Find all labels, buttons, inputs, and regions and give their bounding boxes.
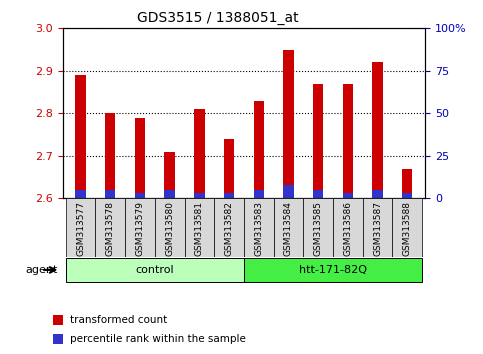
Bar bbox=[135, 193, 145, 198]
Text: GSM313584: GSM313584 bbox=[284, 201, 293, 256]
Bar bbox=[273, 198, 303, 257]
Bar bbox=[105, 113, 115, 198]
Bar bbox=[185, 198, 214, 257]
Bar bbox=[53, 315, 63, 325]
Text: GSM313579: GSM313579 bbox=[136, 201, 144, 256]
Text: agent: agent bbox=[26, 265, 58, 275]
Bar bbox=[53, 334, 63, 344]
Bar bbox=[244, 198, 273, 257]
Bar bbox=[402, 169, 412, 198]
Bar bbox=[66, 198, 96, 257]
Bar bbox=[194, 193, 205, 198]
Text: transformed count: transformed count bbox=[70, 315, 167, 325]
Bar bbox=[363, 198, 392, 257]
Bar bbox=[313, 84, 323, 198]
Text: percentile rank within the sample: percentile rank within the sample bbox=[70, 334, 245, 344]
Bar bbox=[402, 193, 412, 198]
Text: GSM313581: GSM313581 bbox=[195, 201, 204, 256]
Bar bbox=[135, 118, 145, 198]
Text: GDS3515 / 1388051_at: GDS3515 / 1388051_at bbox=[137, 11, 298, 25]
Bar bbox=[244, 258, 422, 282]
Text: GSM313578: GSM313578 bbox=[106, 201, 115, 256]
Bar bbox=[283, 185, 294, 198]
Text: GSM313582: GSM313582 bbox=[225, 201, 234, 256]
Text: GSM313577: GSM313577 bbox=[76, 201, 85, 256]
Text: GSM313587: GSM313587 bbox=[373, 201, 382, 256]
Text: GSM313580: GSM313580 bbox=[165, 201, 174, 256]
Bar bbox=[254, 101, 264, 198]
Bar bbox=[105, 190, 115, 198]
Bar bbox=[66, 258, 244, 282]
Bar bbox=[372, 190, 383, 198]
Bar bbox=[75, 75, 86, 198]
Bar bbox=[224, 139, 234, 198]
Bar bbox=[96, 198, 125, 257]
Bar bbox=[214, 198, 244, 257]
Bar bbox=[283, 50, 294, 198]
Bar bbox=[254, 190, 264, 198]
Text: GSM313586: GSM313586 bbox=[343, 201, 352, 256]
Bar bbox=[313, 190, 323, 198]
Bar bbox=[333, 198, 363, 257]
Bar bbox=[392, 198, 422, 257]
Text: GSM313588: GSM313588 bbox=[403, 201, 412, 256]
Text: control: control bbox=[136, 265, 174, 275]
Bar bbox=[194, 109, 205, 198]
Bar bbox=[165, 152, 175, 198]
Bar bbox=[125, 198, 155, 257]
Text: GSM313585: GSM313585 bbox=[313, 201, 323, 256]
Text: htt-171-82Q: htt-171-82Q bbox=[299, 265, 367, 275]
Bar bbox=[342, 193, 353, 198]
Bar bbox=[342, 84, 353, 198]
Bar bbox=[155, 198, 185, 257]
Bar bbox=[303, 198, 333, 257]
Bar bbox=[165, 190, 175, 198]
Bar bbox=[224, 193, 234, 198]
Bar bbox=[372, 62, 383, 198]
Bar bbox=[75, 190, 86, 198]
Text: GSM313583: GSM313583 bbox=[254, 201, 263, 256]
